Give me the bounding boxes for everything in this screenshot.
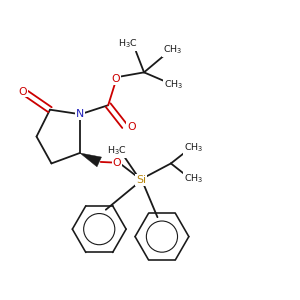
Text: CH$_3$: CH$_3$ <box>163 44 182 56</box>
Text: CH$_3$: CH$_3$ <box>164 79 184 91</box>
Text: H$_3$C: H$_3$C <box>118 38 137 50</box>
Text: O: O <box>113 158 122 167</box>
Text: CH$_3$: CH$_3$ <box>184 141 203 154</box>
Text: O: O <box>19 87 27 97</box>
Polygon shape <box>80 153 101 167</box>
Text: CH$_3$: CH$_3$ <box>184 172 203 184</box>
Text: O: O <box>111 74 120 84</box>
Text: H$_3$C: H$_3$C <box>107 144 126 157</box>
Text: O: O <box>127 122 136 132</box>
Text: N: N <box>76 109 84 119</box>
Text: Si: Si <box>136 175 146 185</box>
